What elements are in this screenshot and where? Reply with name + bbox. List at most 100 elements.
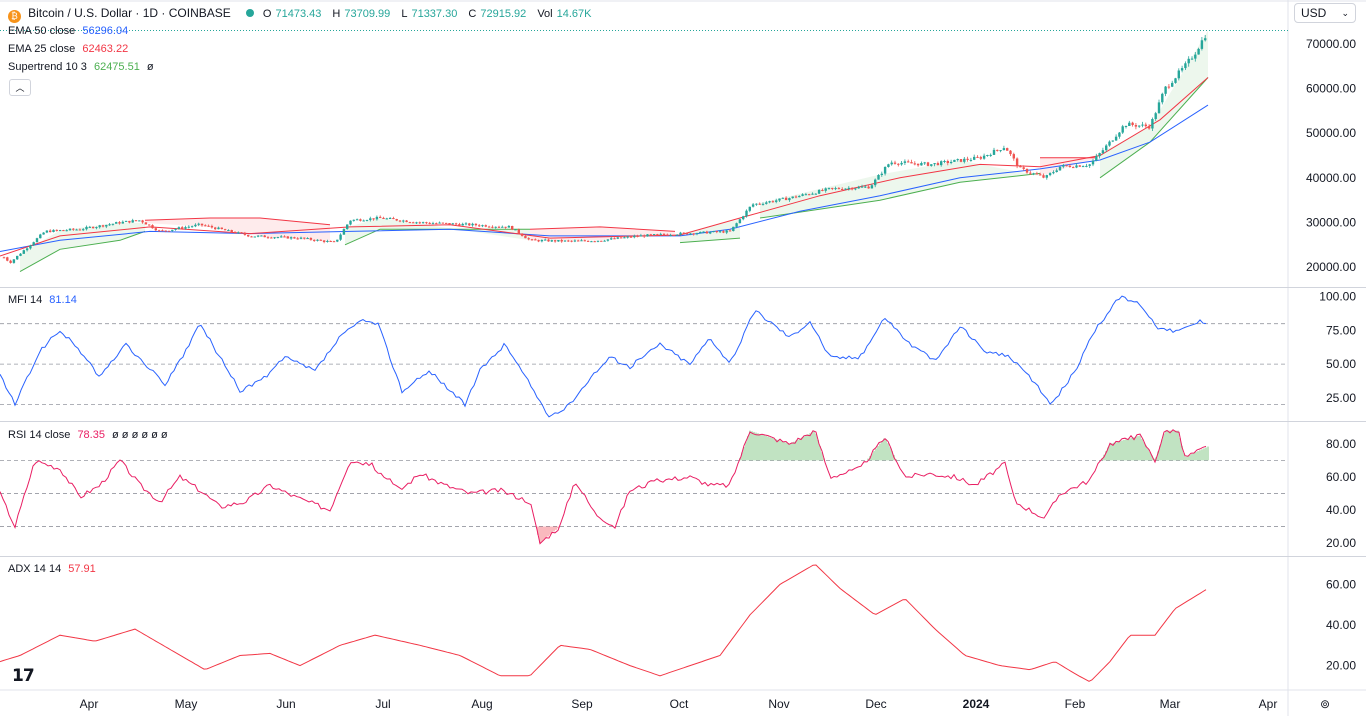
time-axis-label: Aug xyxy=(471,697,492,711)
candle-body xyxy=(39,234,42,239)
candle-body xyxy=(695,233,699,235)
candle-body xyxy=(369,218,372,221)
candle-body xyxy=(583,240,586,242)
candle-body xyxy=(649,234,652,236)
candle-body xyxy=(299,237,303,239)
candle-body xyxy=(52,229,55,232)
candle-body xyxy=(204,225,207,227)
supertrend-up-fill xyxy=(680,219,740,243)
candle-body xyxy=(940,161,943,166)
candle-body xyxy=(355,219,359,221)
candle-body xyxy=(530,239,534,241)
candle-body xyxy=(22,250,25,254)
candle-body xyxy=(682,232,685,234)
candle-body xyxy=(619,237,623,239)
candle-body xyxy=(108,224,111,226)
candle-body xyxy=(804,194,808,196)
candle-body xyxy=(824,188,827,191)
candle-body xyxy=(253,236,256,238)
candle-body xyxy=(923,162,926,164)
candle-body xyxy=(557,240,560,242)
candle-body xyxy=(527,238,530,240)
time-axis-label: Apr xyxy=(1259,697,1278,711)
candle-body xyxy=(101,225,105,227)
candle-body xyxy=(603,240,606,242)
candle-body xyxy=(765,202,768,204)
candle-body xyxy=(171,229,174,231)
candle-body xyxy=(821,190,824,191)
candle-body xyxy=(1164,86,1167,94)
candle-body xyxy=(329,241,332,242)
legend-mfi[interactable]: MFI 14 81.14 xyxy=(8,294,77,306)
symbol-title[interactable]: Bitcoin / U.S. Dollar · 1D · COINBASE xyxy=(28,6,231,20)
candle-body xyxy=(283,236,286,238)
candle-body xyxy=(837,188,841,190)
candle-body xyxy=(45,230,49,233)
candle-body xyxy=(834,188,837,190)
candle-body xyxy=(643,235,646,237)
candle-body xyxy=(322,240,326,242)
candle-body xyxy=(1085,165,1088,167)
ema25-line xyxy=(0,77,1209,257)
settings-icon[interactable]: ⊚ xyxy=(1320,697,1331,711)
ohlc-open: O 71473.43 xyxy=(262,8,322,20)
candle-body xyxy=(1029,172,1032,174)
symbol-header: ₿ Bitcoin / U.S. Dollar · 1D · COINBASE … xyxy=(8,6,599,23)
candle-body xyxy=(12,259,16,263)
candle-body xyxy=(953,159,956,162)
candle-body xyxy=(332,241,336,243)
candle-body xyxy=(402,220,405,222)
collapse-legend-button[interactable]: ︿ xyxy=(9,79,31,96)
candle-body xyxy=(1174,78,1177,83)
candle-body xyxy=(388,218,392,219)
candle-body xyxy=(247,234,250,237)
legend-adx[interactable]: ADX 14 14 57.91 xyxy=(8,563,96,575)
candle-body xyxy=(1184,63,1187,69)
candle-body xyxy=(184,227,187,229)
candle-body xyxy=(758,203,761,205)
candle-body xyxy=(1062,165,1065,167)
candle-body xyxy=(78,229,82,231)
candle-body xyxy=(174,228,177,230)
candle-body xyxy=(1048,173,1052,176)
candle-body xyxy=(144,222,148,225)
legend-ema50[interactable]: EMA 50 close 56296.04 xyxy=(8,25,129,37)
candle-body xyxy=(596,240,600,242)
candle-body xyxy=(1012,154,1015,159)
candle-body xyxy=(270,237,273,239)
candle-body xyxy=(1006,148,1009,151)
mfi-axis-label: 100.00 xyxy=(1319,290,1356,304)
candle-body xyxy=(405,220,408,222)
legend-ema25[interactable]: EMA 25 close 62463.22 xyxy=(8,43,129,55)
rsi-axis-label: 80.00 xyxy=(1326,437,1356,451)
currency-select[interactable]: USD ⌄ xyxy=(1294,3,1356,23)
legend-supertrend[interactable]: Supertrend 10 3 62475.51 ø xyxy=(8,61,154,73)
candle-body xyxy=(781,197,784,199)
time-axis-label: Mar xyxy=(1160,697,1181,711)
candle-body xyxy=(890,162,893,165)
candle-body xyxy=(857,186,860,189)
price-axis-label: 70000.00 xyxy=(1306,37,1356,51)
candle-body xyxy=(996,149,999,151)
candle-body xyxy=(676,234,679,236)
time-axis-label: Oct xyxy=(670,697,689,711)
bitcoin-icon: ₿ xyxy=(8,10,21,23)
candle-body xyxy=(6,257,9,261)
candle-body xyxy=(256,235,260,237)
candle-body xyxy=(415,222,418,224)
time-axis-label: Jun xyxy=(276,697,295,711)
candle-body xyxy=(553,240,557,242)
legend-rsi[interactable]: RSI 14 close 78.35 ø ø ø ø ø ø xyxy=(8,429,168,441)
candle-body xyxy=(577,240,580,242)
candle-body xyxy=(385,218,388,220)
candle-body xyxy=(200,223,204,226)
candle-body xyxy=(1058,166,1062,171)
candle-body xyxy=(956,159,959,161)
candle-body xyxy=(982,155,986,159)
chevron-up-icon: ︿ xyxy=(15,83,25,93)
candle-body xyxy=(775,200,778,202)
tradingview-logo[interactable]: 𝟭𝟳 xyxy=(12,666,35,685)
candle-body xyxy=(1108,141,1111,146)
candle-body xyxy=(1147,126,1151,129)
